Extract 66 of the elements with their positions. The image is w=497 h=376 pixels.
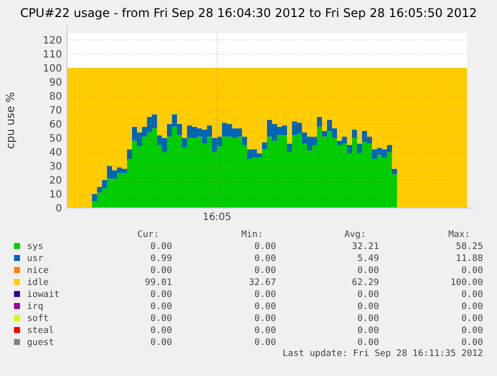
text: 0.00 [150,266,172,276]
text: Max: [448,230,470,240]
text: 0.00 [254,338,276,348]
text: 0.00 [357,290,379,300]
text: 0.00 [461,266,483,276]
text: 0.00 [357,326,379,336]
y-tick-label: 110 [42,50,62,60]
legend-label: usr [27,254,44,264]
y-tick-label: 60 [49,120,62,130]
y-tick-label: 40 [49,148,62,158]
x-tick-label: 16:05 [202,212,232,223]
y-axis-title: cpu use % [4,92,17,149]
text: 32.67 [248,278,276,288]
legend-label: idle [27,278,49,288]
text: 32.21 [352,242,379,252]
text: 0.00 [254,266,276,276]
text: 0.00 [150,314,172,324]
text: 100.00 [450,278,483,288]
text: 0.00 [150,326,172,336]
text: 0.00 [254,326,276,336]
legend-label: nice [27,266,49,276]
text: 0.99 [150,254,172,264]
text: 0.00 [254,254,276,264]
text: 0.00 [461,326,483,336]
y-tick-label: 90 [49,78,62,88]
y-tick-label: 30 [49,162,62,172]
text: 0.00 [461,302,483,312]
text: 0.00 [357,302,379,312]
y-tick-label: 120 [42,36,62,46]
text: 0.00 [357,338,379,348]
text: 0.00 [150,290,172,300]
text: 0.00 [357,314,379,324]
text: 62.29 [352,278,379,288]
text: 0.00 [254,242,276,252]
text: 0.00 [150,302,172,312]
chart-title: CPU#22 usage - from Fri Sep 28 16:04:30 2012 to Fri Sep 28 16:05:50 2012 [20,6,477,20]
y-tick-label: 50 [49,134,62,144]
text: 0.00 [461,338,483,348]
y-tick-label: 100 [42,64,62,74]
text: 0.00 [357,266,379,276]
text: 5.49 [357,254,379,264]
legend-label: irq [27,302,44,312]
legend-label: steal [27,326,54,336]
y-tick-label: 70 [49,106,62,116]
text: 0.00 [254,302,276,312]
y-tick-label: 80 [49,92,62,102]
legend-label: soft [27,314,49,324]
text: 0.00 [150,242,172,252]
legend-label: iowait [27,290,60,300]
y-tick-label: 20 [49,176,62,186]
y-tick-label: 10 [49,190,62,200]
legend-label: guest [27,338,54,348]
y-tick-label: 0 [56,204,62,214]
text: 0.00 [150,338,172,348]
text: 99.01 [144,278,172,288]
text: Avg: [344,230,366,240]
text: Min: [241,230,263,240]
text: 58.25 [456,242,483,252]
text: 0.00 [254,290,276,300]
text: 0.00 [461,314,483,324]
text: 11.88 [456,254,483,264]
text: Last update: Fri Sep 28 16:11:35 2012 [282,349,483,359]
text: 0.00 [254,314,276,324]
legend-label: sys [27,242,44,252]
text: Cur: [137,230,159,240]
text: 0.00 [461,290,483,300]
